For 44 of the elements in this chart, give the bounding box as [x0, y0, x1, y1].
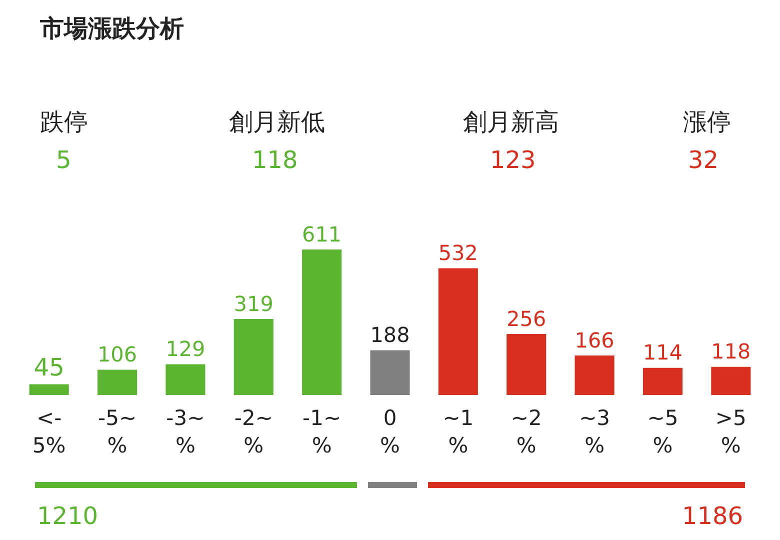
x-tick-label: 0 % [380, 406, 400, 458]
bar [438, 268, 478, 395]
bar [642, 368, 682, 395]
text: 5 [56, 146, 72, 174]
x-tick-label: ~5 % [647, 406, 678, 458]
x-tick-label: -1~ % [302, 406, 342, 458]
data-label: 532 [438, 241, 478, 266]
data-label: 114 [642, 340, 682, 365]
data-label: 611 [302, 222, 342, 246]
bar [302, 249, 342, 395]
bar [506, 334, 546, 395]
x-tick-label: -2~ % [234, 406, 273, 458]
data-label: 129 [166, 337, 206, 362]
bar [166, 364, 206, 395]
text: 1186 [682, 502, 744, 530]
bar [711, 366, 751, 395]
text: 1210 [37, 502, 98, 530]
bar [98, 370, 138, 395]
text: 跌停 [40, 108, 88, 136]
data-label: 256 [506, 306, 546, 331]
text: 創月新高 [463, 108, 559, 136]
bar [234, 319, 274, 395]
x-tick-label: ~3 % [579, 406, 610, 458]
x-tick-label: >5 % [715, 406, 746, 458]
data-label: 45 [34, 353, 64, 382]
x-tick-label: -3~ % [166, 406, 205, 458]
x-tick-label: -5~ % [98, 406, 137, 458]
data-label: 188 [370, 323, 410, 348]
data-label: 106 [98, 342, 138, 367]
text: 32 [688, 146, 719, 174]
x-tick-label: ~1 % [442, 406, 474, 458]
text: 123 [490, 146, 536, 174]
data-label: 166 [574, 328, 614, 352]
bar [29, 384, 69, 395]
x-tick-label: <- 5% [32, 406, 66, 458]
text: 118 [252, 146, 298, 174]
chart-title: 市場漲跌分析 [39, 14, 184, 42]
text: 漲停 [683, 108, 731, 136]
bar [370, 350, 410, 395]
text: 創月新低 [229, 108, 325, 136]
data-label: 118 [711, 340, 751, 364]
x-tick-label: ~2 % [510, 406, 542, 458]
data-label: 319 [234, 292, 274, 316]
bar [574, 355, 614, 395]
